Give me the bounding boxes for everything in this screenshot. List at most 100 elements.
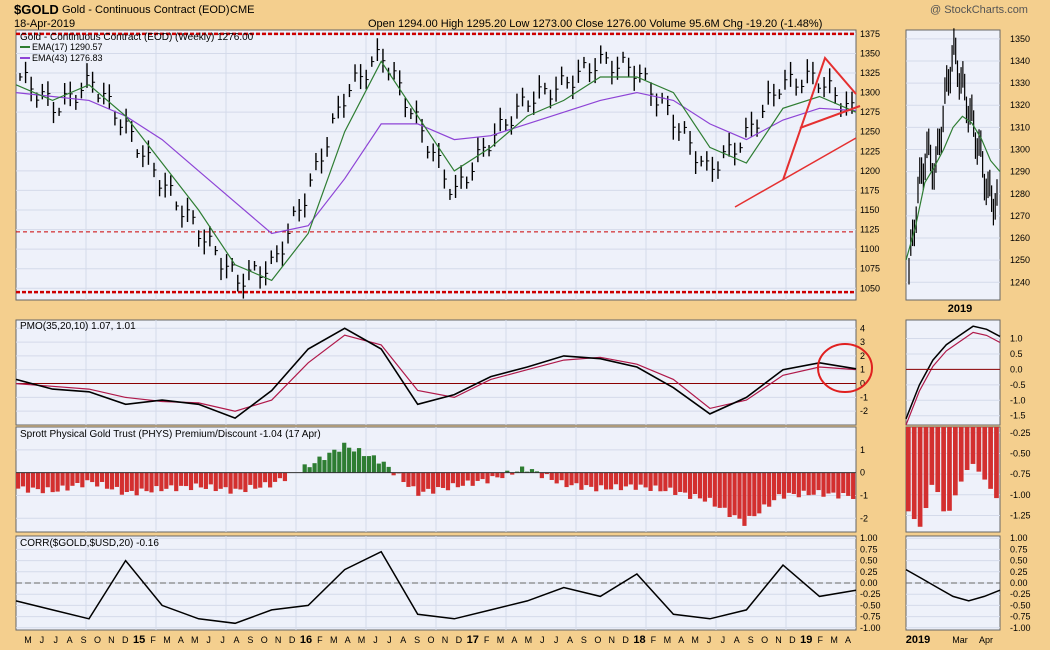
x-axis-label: M	[830, 635, 838, 645]
exchange: CME	[230, 4, 255, 16]
inset-tick-label: 0.00	[1010, 578, 1028, 588]
premium-bar	[263, 472, 268, 483]
inset-tick-label: -0.75	[1010, 612, 1031, 622]
x-axis-label: D	[456, 635, 463, 645]
premium-bar	[455, 472, 460, 488]
premium-tick-label: 1	[860, 445, 865, 455]
x-axis-label: J	[387, 635, 392, 645]
x-axis-label: 15	[133, 634, 145, 646]
inset-tick-label: -1.5	[1010, 411, 1026, 421]
premium-bar	[139, 472, 144, 489]
premium-bar	[16, 472, 21, 489]
price-tick-label: 1200	[860, 166, 880, 176]
x-axis-label: 17	[467, 634, 479, 646]
triangle-trendline	[782, 56, 857, 181]
x-axis-label: A	[233, 635, 239, 645]
premium-bar	[312, 463, 317, 473]
premium-bar	[559, 472, 564, 481]
x-axis-label: M	[497, 635, 505, 645]
price-tick-label: 1250	[860, 127, 880, 137]
price-tick-label: 1375	[860, 29, 880, 39]
premium-bar	[450, 472, 456, 484]
support-trendline	[734, 137, 857, 208]
x-axis-label: S	[247, 635, 253, 645]
premium-bar	[801, 472, 806, 491]
premium-tick-label: -2	[860, 513, 868, 523]
inset-premium-bar	[935, 427, 941, 493]
chart-date: 18-Apr-2019	[14, 18, 76, 30]
corr-line	[15, 550, 857, 625]
premium-bar	[114, 472, 120, 487]
x-axis-label: N	[442, 635, 449, 645]
inset-tick-label: 0.0	[1010, 364, 1023, 374]
premium-bar	[836, 472, 841, 499]
premium-bar	[663, 472, 668, 492]
x-axis-label: O	[261, 635, 268, 645]
inset-tick-label: 1260	[1010, 233, 1030, 243]
premium-bar	[653, 472, 658, 486]
pmo-tick-label: 1	[860, 365, 865, 375]
x-axis-label: N	[608, 635, 615, 645]
premium-bar	[717, 472, 722, 508]
premium-bar	[322, 460, 327, 473]
premium-bar	[613, 472, 619, 485]
premium-bar	[480, 472, 485, 480]
premium-bar	[831, 472, 836, 493]
inset-tick-label: -0.50	[1010, 448, 1031, 458]
premium-bar	[70, 472, 75, 486]
x-axis-label: J	[373, 635, 378, 645]
premium-bar	[757, 472, 762, 514]
premium-bar	[159, 472, 164, 492]
corr-tick-label: -0.50	[860, 600, 881, 610]
x-axis-label: S	[748, 635, 754, 645]
ema43-legend: EMA(43) 1276.83	[32, 53, 103, 63]
premium-bar	[411, 472, 416, 487]
instrument-name: Gold - Continuous Contract (EOD)	[62, 4, 230, 16]
x-axis-label: A	[678, 635, 684, 645]
inset-premium-bar	[988, 427, 993, 489]
x-axis-label: O	[428, 635, 435, 645]
x-axis-label: D	[789, 635, 796, 645]
premium-bar	[80, 472, 85, 488]
x-axis-label: A	[845, 635, 851, 645]
premium-bar	[589, 472, 594, 487]
x-axis-label: A	[67, 635, 73, 645]
price-tick-label: 1325	[860, 68, 880, 78]
inset-premium-bar	[976, 427, 982, 472]
price-tick-label: 1275	[860, 107, 880, 117]
premium-bar	[732, 472, 737, 516]
ema17-legend: EMA(17) 1290.57	[32, 42, 103, 52]
inset-x-label: 2019	[906, 634, 930, 646]
premium-bar	[30, 472, 36, 488]
premium-bar	[495, 472, 500, 478]
inset-premium-bar	[947, 427, 952, 511]
inset-x-label: Mar	[952, 635, 968, 645]
premium-bar	[574, 472, 579, 484]
premium-bar	[361, 456, 367, 473]
premium-bar	[564, 472, 569, 488]
premium-bar	[272, 472, 278, 482]
premium-tick-label: -1	[860, 490, 868, 500]
premium-bar	[426, 472, 431, 489]
premium-bar	[465, 472, 470, 481]
premium-bar	[524, 471, 530, 473]
premium-bar	[401, 472, 406, 483]
inset-tick-label: -0.5	[1010, 380, 1026, 390]
premium-bar	[174, 472, 179, 492]
premium-bar	[124, 472, 129, 493]
premium-bar	[371, 455, 376, 473]
corr-tick-label: 0.75	[860, 544, 878, 554]
inset-premium-bar	[941, 427, 946, 512]
premium-bar	[712, 472, 717, 507]
x-axis-label: D	[122, 635, 129, 645]
pmo-line	[15, 327, 857, 420]
triangle-base	[799, 105, 861, 129]
premium-bar	[604, 472, 609, 490]
inset-tick-label: 1270	[1010, 211, 1030, 221]
x-axis-label: O	[761, 635, 768, 645]
premium-bar	[618, 472, 624, 491]
premium-bar	[490, 472, 495, 477]
premium-bar	[737, 472, 742, 519]
premium-bar	[100, 472, 105, 482]
premium-bar	[579, 472, 584, 490]
